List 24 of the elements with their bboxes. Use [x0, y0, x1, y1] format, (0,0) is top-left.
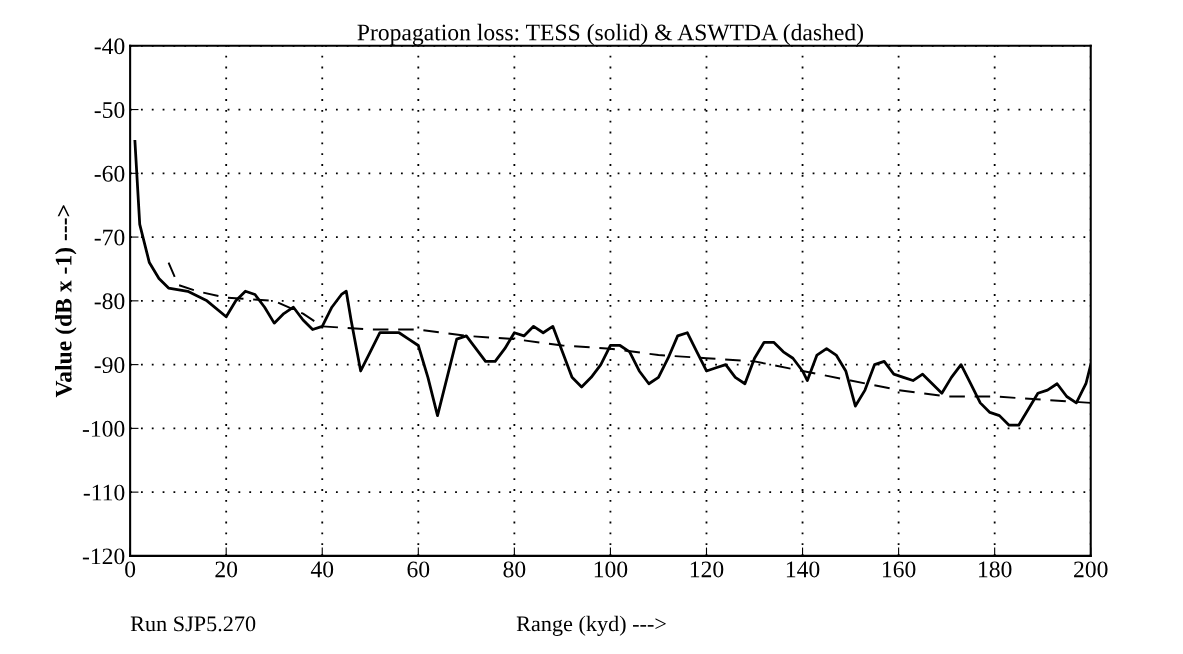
chart-title: Propagation loss: TESS (solid) & ASWTDA (dashed): [357, 23, 863, 46]
x-tick-label: 140: [786, 561, 820, 578]
y-tick-label: -70: [94, 229, 125, 246]
x-tick-label: 200: [1074, 561, 1108, 578]
y-tick-label: -120: [82, 548, 125, 565]
y-tick-label: -100: [82, 420, 125, 437]
y-tick-label: -50: [94, 102, 125, 118]
x-tick-label: 100: [594, 561, 628, 578]
x-tick-label: 0: [125, 561, 136, 578]
x-tick-label: 60: [407, 561, 430, 578]
y-tick-label: -80: [94, 293, 125, 310]
x-tick-label: 40: [310, 561, 334, 578]
text: Run SJP5.270: [130, 616, 256, 632]
y-tick-label: -90: [94, 357, 125, 374]
y-axis-title: Value (dB x -1) --->: [55, 205, 77, 398]
y-tick-label: -60: [94, 165, 125, 182]
x-tick-label: 180: [979, 561, 1012, 578]
x-tick-label: 80: [503, 561, 526, 578]
x-axis-title: Range (kyd) --->: [516, 615, 666, 636]
x-tick-label: 160: [882, 561, 916, 578]
y-tick-label: -110: [83, 484, 125, 501]
y-tick-label: -40: [94, 38, 125, 55]
x-tick-label: 120: [690, 561, 724, 578]
x-tick-label: 20: [215, 561, 238, 578]
